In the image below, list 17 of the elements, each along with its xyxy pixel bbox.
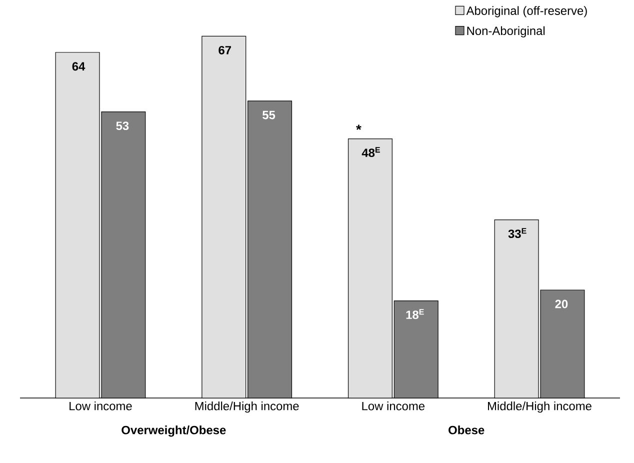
data-label: 64 [72, 62, 86, 71]
text: Overweight/Obese [122, 426, 226, 437]
data-label: 55 [262, 110, 276, 120]
data-label: 20 [555, 300, 568, 308]
data-label: 48$^{E}$ [362, 147, 380, 158]
data-label: 53 [116, 122, 129, 130]
legend-label: Aboriginal (off-reserve) [466, 6, 587, 18]
x-tick-label: Middle/High income [488, 402, 592, 413]
data-label: 67 [218, 46, 232, 54]
annotation: * [356, 124, 362, 130]
legend-label: Non-Aboriginal [467, 26, 545, 38]
x-tick-label: Middle/High income [195, 402, 299, 413]
data-label: 33$^{E}$ [508, 228, 526, 238]
text: Obese [448, 426, 484, 434]
x-tick-label: Low income [70, 402, 132, 410]
x-tick-label: Low income [362, 402, 425, 410]
data-label: 18$^{E}$ [406, 309, 424, 320]
